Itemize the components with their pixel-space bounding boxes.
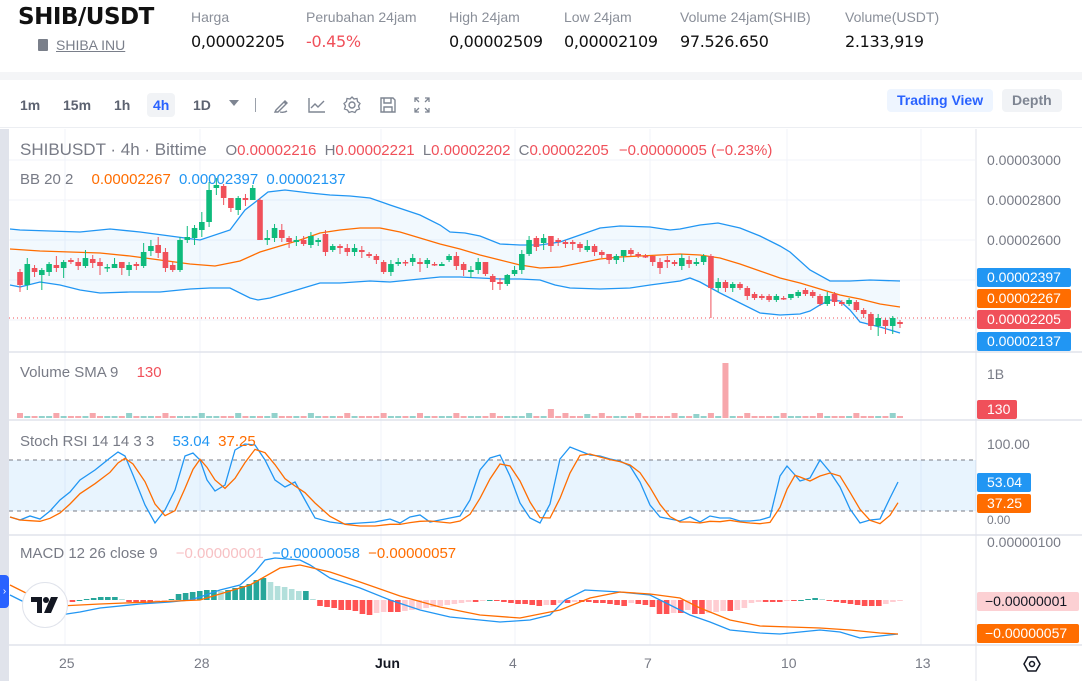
time-axis-label: 7	[644, 655, 652, 671]
stat-value: 97.526.650	[680, 32, 769, 51]
chart-settings-icon[interactable]	[1022, 654, 1042, 674]
timeframe-1h[interactable]: 1h	[114, 97, 131, 113]
price-tag: 0.00002137	[977, 332, 1071, 351]
macd-signal-value: −0.00000057	[368, 545, 457, 562]
stoch-label: Stoch RSI 14 14 3 3	[20, 433, 155, 450]
timeframe-1D[interactable]: 1D	[193, 97, 211, 113]
price-tag: 0.00002397	[977, 268, 1071, 287]
stat-5: Volume(USDT) 2.133,919	[845, 9, 939, 51]
time-axis-label: Jun	[375, 655, 400, 671]
stat-label: Volume 24jam(SHIB)	[680, 9, 811, 25]
stoch-axis-bottom: 0.00	[987, 513, 1011, 527]
stat-value: -0.45%	[306, 32, 361, 51]
bb-legend: BB 20 2 0.00002267 0.00002397 0.00002137	[20, 171, 346, 188]
low-value: 0.00002202	[431, 142, 511, 159]
market-header: SHIB/USDT SHIBA INU Harga 0,00002205 Perub…	[0, 0, 1082, 72]
volume-label: Volume SMA 9	[20, 364, 119, 381]
price-tag: 0.00002267	[977, 289, 1071, 308]
stat-value: 0,00002509	[449, 32, 543, 51]
time-axis-label: 4	[509, 655, 517, 671]
stat-value: 0,00002109	[564, 32, 658, 51]
coin-name[interactable]: SHIBA INU	[56, 37, 126, 53]
macd-value: −0.00000058	[271, 545, 360, 562]
high-label: H	[324, 142, 336, 159]
stoch-k-tag: 53.04	[977, 473, 1031, 492]
expand-panel-button[interactable]: ›	[0, 575, 9, 608]
stoch-d-tag: 37.25	[977, 494, 1031, 513]
price-tag: 0.00002205	[977, 310, 1071, 329]
macd-legend: MACD 12 26 close 9 −0.00000001 −0.000000…	[20, 545, 456, 562]
close-label: C	[518, 142, 530, 159]
toolbar-separator	[255, 98, 256, 112]
dropdown-icon[interactable]	[228, 97, 240, 109]
settings-icon[interactable]	[342, 95, 362, 115]
macd-axis-top: 0.00000100	[987, 534, 1061, 550]
stoch-legend: Stoch RSI 14 14 3 3 53.04 37.25	[20, 433, 256, 450]
low-label: L	[422, 142, 432, 159]
stat-label: Harga	[191, 9, 230, 25]
price-axis-label: 0.00002600	[987, 232, 1061, 248]
volume-tag: 130	[977, 400, 1017, 419]
stat-label: Volume(USDT)	[845, 9, 940, 25]
chart-toolbar: 1m 15m 1h 4h 1D Trading View Depth	[0, 80, 1082, 128]
tradingview-logo-icon	[31, 597, 58, 613]
volume-axis-label: 1B	[987, 366, 1005, 382]
change-value: −0.00000005 (−0.23%)	[618, 142, 773, 159]
stat-value: 0,00002205	[191, 32, 285, 51]
coin-link[interactable]: SHIBA INU	[38, 37, 125, 53]
timeframe-4h[interactable]: 4h	[147, 93, 176, 117]
stat-0: Harga 0,00002205	[191, 9, 285, 51]
stat-label: Low 24jam	[564, 9, 632, 25]
stat-4: Volume 24jam(SHIB) 97.526.650	[680, 9, 811, 51]
trading-view-tab[interactable]: Trading View	[887, 89, 994, 112]
stat-1: Perubahan 24jam -0.45%	[306, 9, 417, 51]
stat-3: Low 24jam 0,00002109	[564, 9, 658, 51]
time-axis-label: 28	[194, 655, 210, 671]
bb-label: BB 20 2	[20, 171, 74, 188]
divider	[0, 72, 1082, 80]
high-value: 0.00002221	[335, 142, 415, 159]
stat-2: High 24jam 0,00002509	[449, 9, 543, 51]
stoch-k-value: 53.04	[172, 433, 210, 450]
timeframe-15m[interactable]: 15m	[63, 97, 92, 113]
stat-label: Perubahan 24jam	[306, 9, 417, 25]
left-panel-rail	[0, 129, 9, 681]
time-axis-label: 13	[915, 655, 931, 671]
symbol-info: SHIBUSDT · 4h · Bittime	[20, 140, 207, 159]
indicator-icon[interactable]	[307, 95, 327, 115]
price-axis-label: 0.00003000	[987, 152, 1061, 168]
macd-hist-value: −0.00000001	[175, 545, 264, 562]
open-label: O	[225, 142, 238, 159]
stoch-axis-top: 100.00	[987, 436, 1030, 452]
open-value: 0.00002216	[237, 142, 317, 159]
fullscreen-icon[interactable]	[412, 95, 432, 115]
price-chart[interactable]	[0, 129, 1082, 681]
stat-value: 2.133,919	[845, 32, 924, 51]
bb-basis-value: 0.00002267	[91, 171, 171, 188]
macd-label: MACD 12 26 close 9	[20, 545, 158, 562]
pair-title: SHIB/USDT	[18, 4, 154, 30]
close-value: 0.00002205	[529, 142, 609, 159]
time-axis-label: 25	[59, 655, 75, 671]
ohlc: O0.00002216 H0.00002221 L0.00002202 C0.0…	[225, 142, 772, 159]
main-legend: SHIBUSDT · 4h · Bittime O0.00002216 H0.0…	[20, 140, 772, 160]
price-axis-label: 0.00002800	[987, 192, 1061, 208]
volume-legend: Volume SMA 9 130	[20, 364, 162, 381]
volume-value: 130	[136, 364, 162, 381]
draw-icon[interactable]	[272, 95, 292, 115]
time-axis-label: 10	[781, 655, 797, 671]
depth-tab[interactable]: Depth	[1002, 89, 1062, 112]
timeframe-1m[interactable]: 1m	[20, 97, 41, 113]
macd-signal-tag: −0.00000057	[977, 624, 1079, 643]
bb-lower-value: 0.00002137	[266, 171, 346, 188]
macd-hist-tag: −0.00000001	[977, 592, 1079, 611]
tradingview-logo[interactable]	[22, 582, 68, 628]
save-icon[interactable]	[378, 95, 398, 115]
book-icon	[38, 39, 48, 51]
bb-upper-value: 0.00002397	[178, 171, 259, 188]
stat-label: High 24jam	[449, 9, 520, 25]
stoch-d-value: 37.25	[218, 433, 256, 450]
